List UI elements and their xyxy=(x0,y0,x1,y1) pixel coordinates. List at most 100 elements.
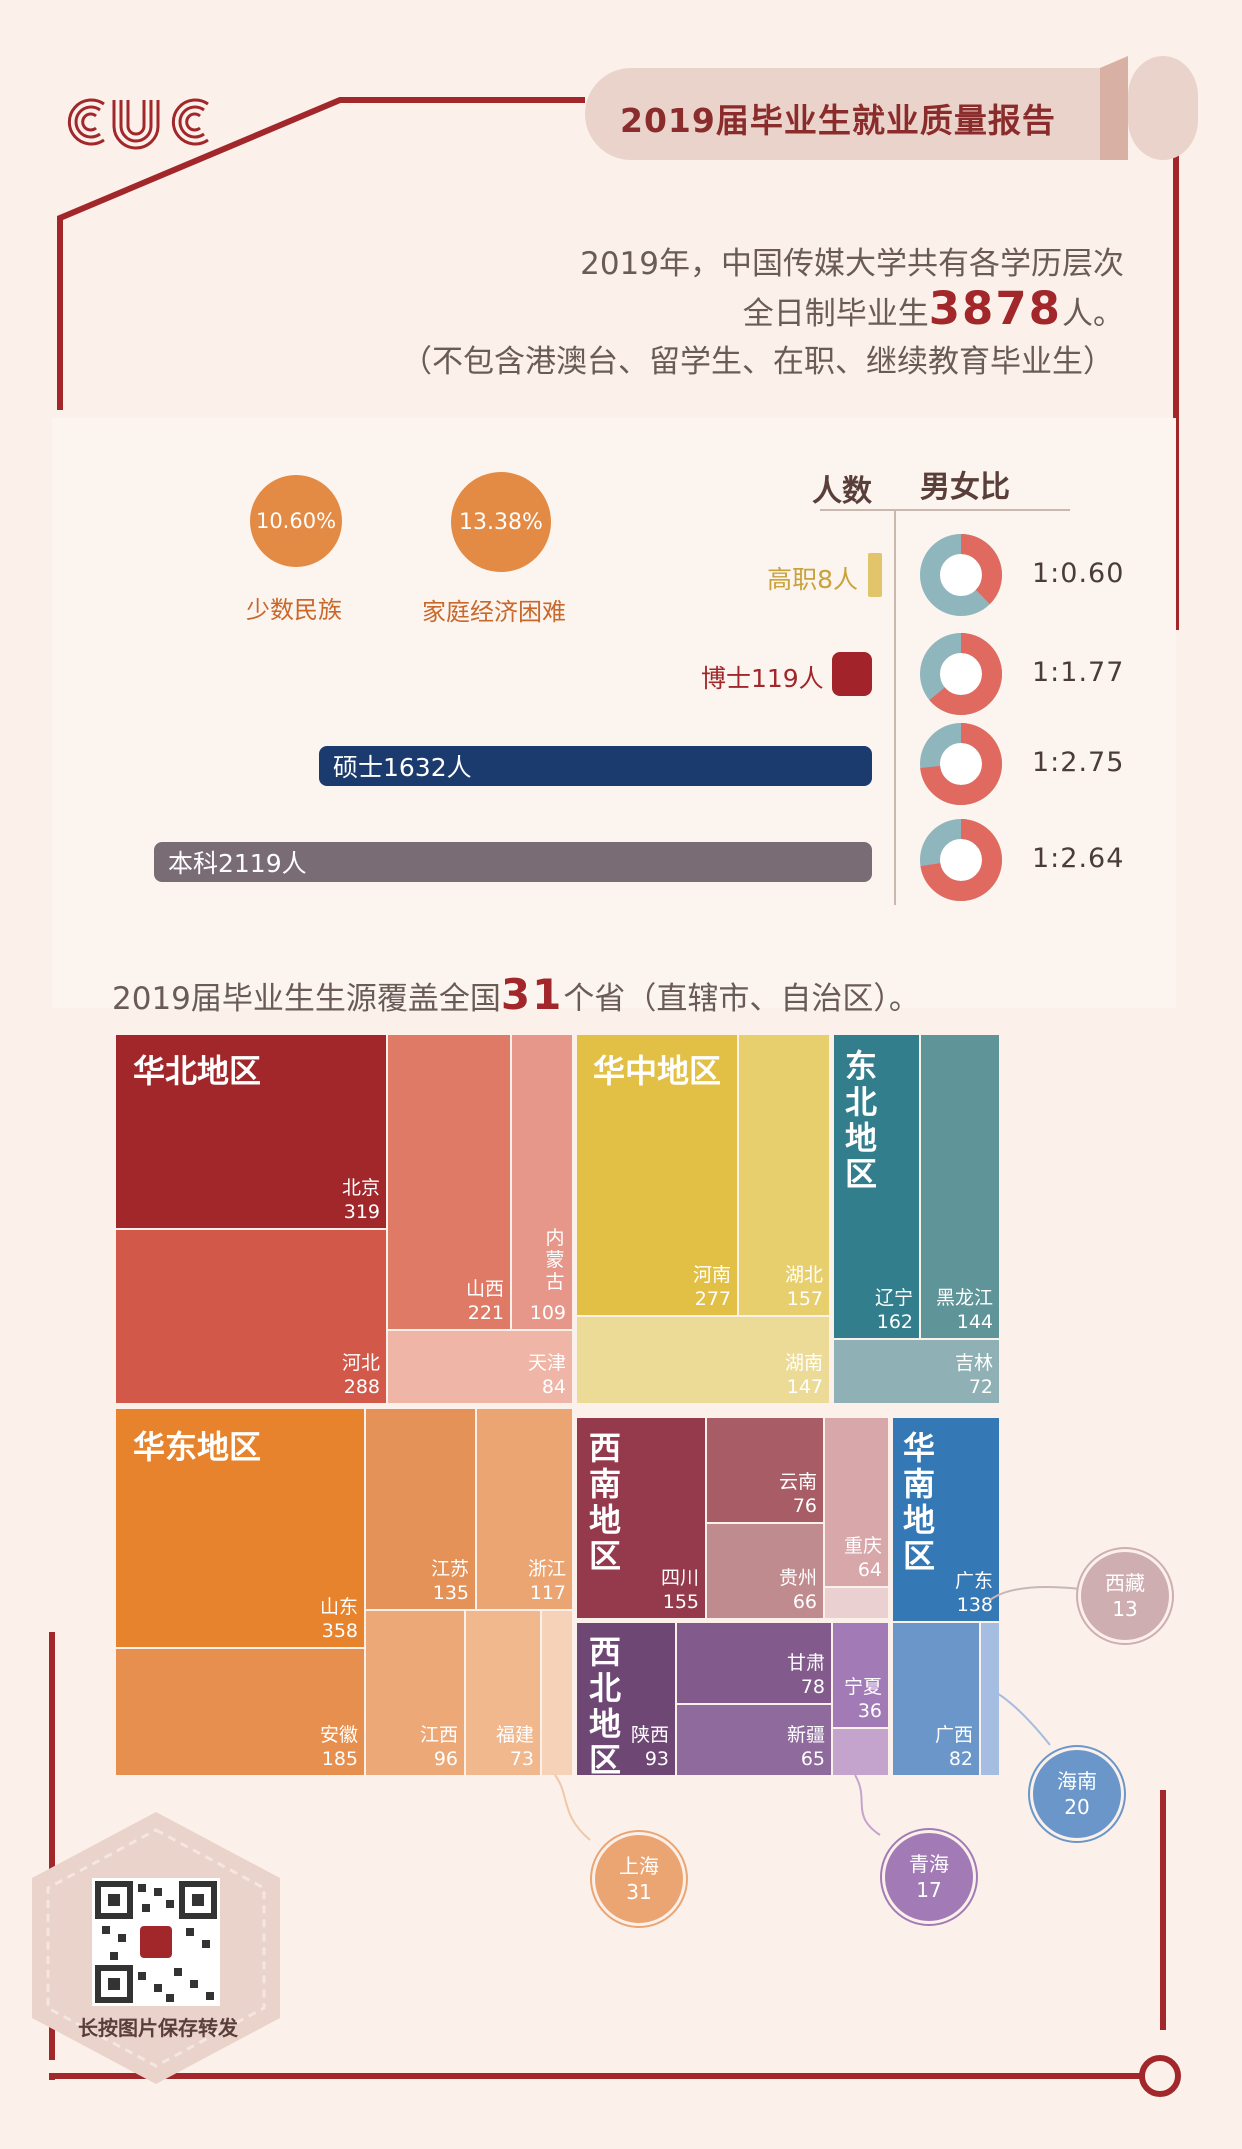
tm-jilin: 吉林 72 xyxy=(833,1339,1000,1404)
tm-shandong: 山东 358 xyxy=(115,1408,365,1648)
ratio-ring-1 xyxy=(920,633,1002,715)
ratio-header: 男女比 xyxy=(920,470,1010,505)
tm-shanxi: 山西 221 xyxy=(387,1034,511,1330)
bar-1 xyxy=(831,652,872,696)
prov-guangxi-label: 广西 82 xyxy=(934,1724,973,1770)
prov-shaanxi-label: 陕西 93 xyxy=(630,1724,669,1770)
bubble-qinghai: 青海 17 xyxy=(882,1830,976,1924)
tm-hubei: 湖北 157 xyxy=(738,1034,830,1316)
column-divider xyxy=(820,509,1070,905)
tm-hunan: 湖南 147 xyxy=(576,1316,830,1404)
prov-shanxi-label: 山西 221 xyxy=(465,1278,504,1324)
tm-qinghai xyxy=(832,1728,889,1776)
poverty-percent-circle: 13.38% xyxy=(451,472,551,572)
tm-guangxi: 广西 82 xyxy=(892,1622,980,1776)
prov-beijing-label: 北京 319 xyxy=(341,1177,380,1223)
ratio-ring-2 xyxy=(920,723,1002,805)
prov-heilongjiang-label: 黑龙江 144 xyxy=(935,1287,993,1333)
ratio-ring-female-1 xyxy=(920,633,1002,715)
prov-yunnan-label: 云南 76 xyxy=(778,1471,817,1517)
tm-ningxia: 宁夏 36 xyxy=(832,1622,889,1728)
bar-0 xyxy=(868,553,882,597)
prov-zhejiang-label: 浙江 117 xyxy=(527,1558,566,1604)
bar-2: 硕士1632人 xyxy=(319,746,872,786)
region-huadong: 华东地区 xyxy=(133,1428,262,1466)
degree-panel xyxy=(52,418,1176,1008)
tm-xizang xyxy=(824,1587,889,1619)
tm-liaoning: 辽宁 162 xyxy=(833,1034,920,1339)
prov-neimenggu-value: 109 xyxy=(529,1302,566,1324)
tab-fold xyxy=(1100,56,1198,160)
region-huanan: 华南地区 xyxy=(902,1429,935,1575)
prov-gansu-label: 甘肃 78 xyxy=(786,1652,825,1698)
bubble-hainan: 海南 20 xyxy=(1030,1747,1124,1841)
tm-anhui: 安徽 185 xyxy=(115,1648,365,1776)
intro-line-1: 2019年，中国传媒大学共有各学历层次 xyxy=(580,246,1124,282)
intro-note: （不包含港澳台、留学生、在职、继续教育毕业生） xyxy=(401,344,1114,380)
qr-code-icon xyxy=(92,1878,220,2006)
bar-label-0: 高职8人 xyxy=(767,565,858,594)
bubble-shanghai: 上海 31 xyxy=(592,1832,686,1926)
tm-neimenggu: 内蒙古 109 xyxy=(511,1034,573,1330)
tm-tianjin: 天津 84 xyxy=(387,1330,573,1404)
tm-guangdong: 广东 138 xyxy=(892,1417,1000,1622)
prov-hebei-label: 河北 288 xyxy=(341,1352,380,1398)
prov-shandong-label: 山东 358 xyxy=(319,1596,358,1642)
tm-shaanxi: 陕西 93 xyxy=(576,1622,676,1776)
prov-chongqing-label: 重庆 64 xyxy=(843,1535,882,1581)
qr-hexagon[interactable] xyxy=(26,1808,286,2088)
prov-jiangsu-label: 江苏 135 xyxy=(430,1558,469,1604)
intro-suffix: 人。 xyxy=(1062,296,1124,332)
tm-fujian: 福建 73 xyxy=(465,1610,541,1776)
prov-hunan-label: 湖南 147 xyxy=(784,1352,823,1398)
prov-guizhou-label: 贵州 66 xyxy=(778,1567,817,1613)
tm-sichuan: 四川 155 xyxy=(576,1417,706,1619)
prov-ningxia-label: 宁夏 36 xyxy=(843,1676,882,1722)
minority-label: 少数民族 xyxy=(246,596,342,624)
bubble-xizang: 西藏 13 xyxy=(1078,1549,1172,1643)
bar-3: 本科2119人 xyxy=(154,842,872,882)
coverage-line: 2019届毕业生生源覆盖全国31个省（直辖市、自治区）。 xyxy=(112,970,920,1019)
prov-guangdong-label: 广东 138 xyxy=(954,1570,993,1616)
report-title: 2019届毕业生就业质量报告 xyxy=(620,101,1056,140)
tm-henan: 河南 277 xyxy=(576,1034,738,1316)
intro-line-2: 全日制毕业生3878人。 xyxy=(743,282,1124,335)
tm-jiangsu: 江苏 135 xyxy=(365,1408,476,1610)
tm-xinjiang: 新疆 65 xyxy=(676,1704,832,1776)
ratio-text-2: 1:2.75 xyxy=(1032,747,1125,778)
prov-liaoning-label: 辽宁 162 xyxy=(874,1287,913,1333)
province-treemap: 北京 319 华北地区 河北 288 山西 221 内蒙古 109 天津 84 河南 27… xyxy=(115,1034,1000,1779)
ratio-ring-female-3 xyxy=(920,819,1002,901)
minority-percent-circle: 10.60% xyxy=(250,475,342,567)
prov-fujian-label: 福建 73 xyxy=(495,1724,534,1770)
tm-shanghai xyxy=(541,1610,573,1776)
ratio-ring-0 xyxy=(920,534,1002,616)
qr-caption: 长按图片保存转发 xyxy=(78,2016,238,2040)
region-huabei: 华北地区 xyxy=(133,1052,262,1090)
coverage-suffix: 个省（直辖市、自治区）。 xyxy=(563,981,920,1017)
cuc-logo-icon xyxy=(67,98,209,150)
tm-zhejiang: 浙江 117 xyxy=(476,1408,573,1610)
ratio-ring-female-2 xyxy=(920,723,1002,805)
tm-beijing: 北京 319 xyxy=(115,1034,387,1229)
prov-jilin-label: 吉林 72 xyxy=(954,1352,993,1398)
ratio-text-3: 1:2.64 xyxy=(1032,843,1125,874)
tm-jiangxi: 江西 96 xyxy=(365,1610,465,1776)
prov-sichuan-label: 四川 155 xyxy=(660,1567,699,1613)
prov-anhui-label: 安徽 185 xyxy=(319,1724,358,1770)
prov-xinjiang-label: 新疆 65 xyxy=(786,1724,825,1770)
prov-tianjin-label: 天津 84 xyxy=(527,1352,566,1398)
prov-hubei-label: 湖北 157 xyxy=(784,1264,823,1310)
prov-henan-label: 河南 277 xyxy=(692,1264,731,1310)
tm-heilongjiang: 黑龙江 144 xyxy=(920,1034,1000,1339)
prov-jiangxi-label: 江西 96 xyxy=(419,1724,458,1770)
tm-hainan xyxy=(980,1622,1000,1776)
region-xinan: 西南地区 xyxy=(588,1429,621,1575)
region-xibei: 西北地区 xyxy=(588,1633,621,1779)
count-header: 人数 xyxy=(812,474,872,509)
graduate-total: 3878 xyxy=(928,282,1062,335)
ring-bottom-icon xyxy=(1139,2055,1181,2097)
ratio-text-0: 1:0.60 xyxy=(1032,558,1125,589)
ratio-ring-3 xyxy=(920,819,1002,901)
